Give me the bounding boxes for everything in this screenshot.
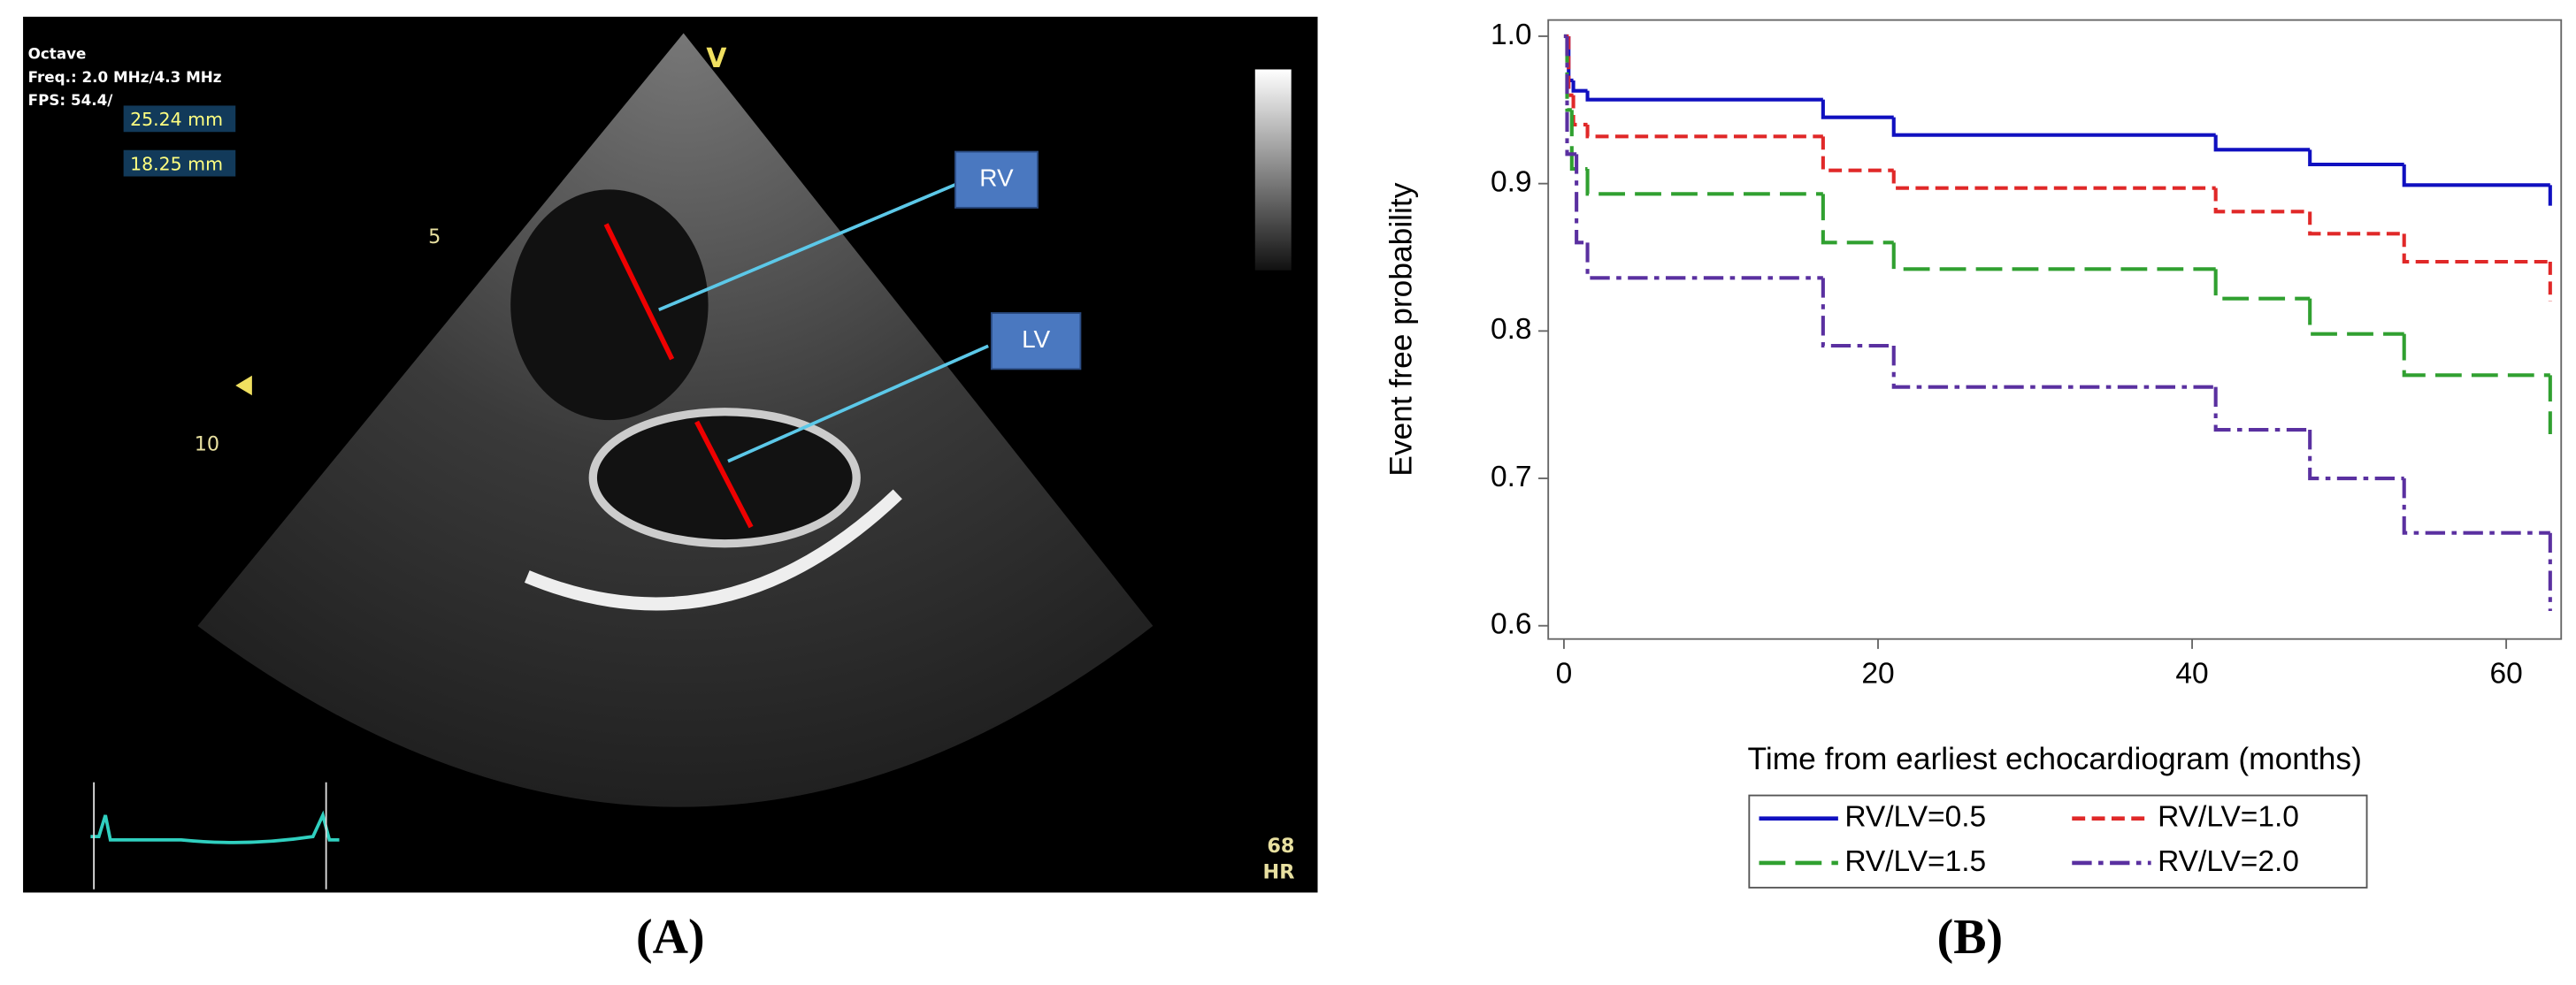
- survival-step: [1585, 242, 1823, 280]
- y-tick-label: 0.8: [1491, 313, 1532, 346]
- survival-step: [2213, 187, 2311, 214]
- legend-label: RV/LV=1.0: [2158, 801, 2299, 834]
- survival-step: [2402, 478, 2550, 535]
- survival-step: [2402, 164, 2550, 187]
- survival-step: [1585, 90, 1823, 102]
- ecg-trace: [90, 810, 340, 844]
- depth-label: 5: [428, 225, 441, 248]
- survival-step: [1891, 242, 2216, 271]
- x-tick-label: 40: [2175, 658, 2208, 691]
- x-tick-label: 60: [2489, 658, 2522, 691]
- pericardium: [524, 489, 902, 611]
- x-axis-label: Time from earliest echocardiogram (month…: [1748, 742, 2362, 776]
- survival-step: [1575, 154, 1588, 245]
- lv-callout: LV: [1022, 325, 1050, 353]
- heart-rate: 68: [1267, 835, 1294, 858]
- survival-step: [1571, 95, 1588, 127]
- measure-box: [123, 105, 236, 133]
- survival-step: [2213, 386, 2311, 432]
- survival-step: [1565, 35, 1577, 157]
- survival-step: [1585, 124, 1823, 139]
- heart-rate-unit: HR: [1263, 861, 1295, 884]
- km-chart: 0.6 0.7 0.8 0.9 1.0 0 20 40 60 Time from earliest…: [1384, 19, 2563, 889]
- survival-step: [1571, 80, 1588, 93]
- y-tick-label: 1.0: [1491, 19, 1532, 51]
- rv-measure-line: [603, 223, 675, 361]
- lv-callout-box: [990, 312, 1082, 370]
- probe-mark: V: [706, 43, 726, 74]
- survival-step: [2402, 333, 2550, 378]
- survival-step: [2402, 233, 2550, 264]
- gray-scale-bar: [1254, 69, 1292, 271]
- x-tick-label: 20: [1861, 658, 1894, 691]
- device-header: Octave: [28, 45, 87, 63]
- legend-box: [1748, 794, 2368, 889]
- device-header: Freq.: 2.0 MHz/4.3 MHz: [28, 68, 222, 86]
- legend-label: RV/LV=1.5: [1844, 845, 1986, 878]
- survival-step: [1891, 117, 2216, 137]
- survival-step: [2308, 298, 2404, 336]
- survival-step: [2213, 269, 2311, 301]
- survival-step: [1821, 99, 1894, 119]
- survival-step: [2213, 134, 2311, 152]
- rv-callout-box: [954, 150, 1039, 209]
- survival-step: [1821, 194, 1894, 245]
- rv-arrow: [658, 183, 956, 312]
- depth-label: 10: [195, 433, 219, 456]
- survival-step: [1891, 346, 2216, 389]
- rv-cavity: [510, 189, 709, 421]
- survival-step: [1569, 110, 1588, 172]
- survival-step: [1821, 136, 1894, 172]
- survival-step: [2308, 211, 2404, 236]
- lv-arrow: [727, 344, 989, 463]
- survival-step: [2308, 430, 2404, 481]
- y-tick-label: 0.9: [1491, 166, 1532, 199]
- panel-label: (A): [636, 910, 705, 965]
- x-tick-label: 0: [1556, 658, 1573, 691]
- lv-measurement: 18.25 mm: [130, 153, 223, 174]
- legend-label: RV/LV=2.0: [2158, 845, 2299, 878]
- y-tick-label: 0.7: [1491, 461, 1532, 493]
- focus-marker: [235, 375, 252, 396]
- device-header: FPS: 54.4/: [28, 91, 114, 109]
- plot-frame: [1547, 19, 2563, 640]
- rv-measurement: 25.24 mm: [130, 109, 223, 130]
- y-axis-label: Event free probability: [1384, 182, 1419, 476]
- panel-label: (B): [1937, 910, 2003, 965]
- ultrasound-panel: RV LV Octave Freq.: 2.0 MHz/4.3 MHz FPS:…: [23, 16, 1318, 893]
- survival-step: [2308, 149, 2404, 167]
- y-tick-label: 0.6: [1491, 608, 1532, 641]
- survival-step: [1821, 278, 1894, 348]
- measure-box: [123, 149, 236, 177]
- survival-step: [1891, 170, 2216, 190]
- legend-label: RV/LV=0.5: [1844, 801, 1986, 834]
- lv-measure-line: [694, 420, 754, 529]
- rv-callout: RV: [979, 164, 1014, 192]
- survival-step: [1567, 35, 1574, 97]
- survival-step: [1585, 168, 1823, 196]
- survival-step: [1565, 35, 1572, 112]
